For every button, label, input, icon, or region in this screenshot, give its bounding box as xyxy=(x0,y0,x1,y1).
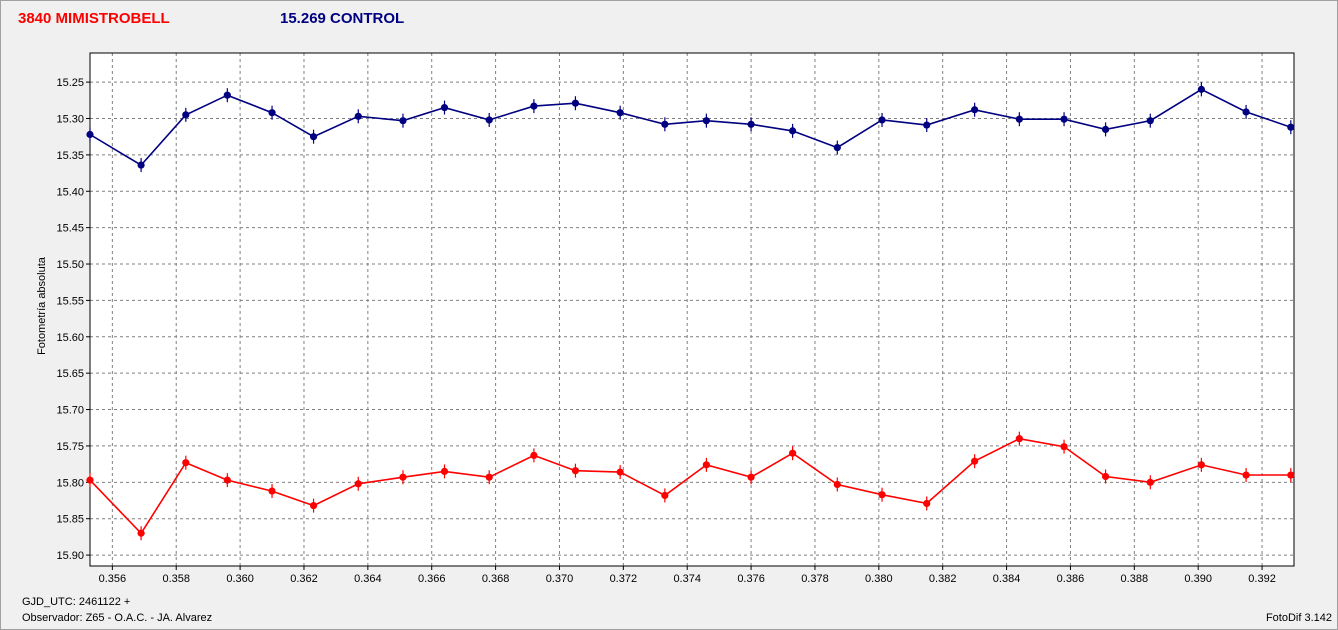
data-point xyxy=(1060,443,1068,451)
data-point xyxy=(485,116,493,124)
data-point xyxy=(440,103,449,112)
series-line-0 xyxy=(89,437,1291,535)
plot-area xyxy=(90,53,1294,566)
data-point xyxy=(309,133,318,141)
y-tick-label: 15.40 xyxy=(56,186,84,198)
data-point xyxy=(878,116,886,124)
x-tick-label: 0.390 xyxy=(1184,573,1212,585)
data-point xyxy=(137,161,145,169)
data-point xyxy=(1101,125,1110,134)
y-tick-label: 15.65 xyxy=(56,368,84,380)
x-tick-label: 0.362 xyxy=(290,573,318,585)
data-point xyxy=(1101,472,1110,481)
x-tick-label: 0.366 xyxy=(418,573,446,585)
data-point xyxy=(1197,461,1205,469)
x-tick-label: 0.358 xyxy=(162,573,190,585)
julian-date-label: GJD_UTC: 2461122 + xyxy=(22,596,131,608)
data-point xyxy=(1287,123,1295,131)
data-point xyxy=(1242,471,1250,479)
data-point xyxy=(1060,115,1068,123)
y-tick-label: 15.90 xyxy=(56,550,84,562)
y-tick-label: 15.85 xyxy=(56,514,84,526)
y-tick-label: 15.70 xyxy=(56,405,84,417)
data-point xyxy=(661,491,669,500)
data-point xyxy=(440,467,449,476)
data-point xyxy=(399,473,407,481)
y-tick-label: 15.60 xyxy=(56,332,84,344)
data-point xyxy=(747,120,755,128)
x-tick-label: 0.374 xyxy=(673,573,701,585)
x-tick-label: 0.372 xyxy=(610,573,638,585)
data-point xyxy=(702,461,710,469)
y-tick-label: 15.25 xyxy=(56,77,84,89)
x-tick-label: 0.376 xyxy=(737,573,765,585)
x-tick-label: 0.378 xyxy=(801,573,829,585)
y-tick-label: 15.35 xyxy=(56,150,84,162)
data-point xyxy=(923,499,931,508)
x-tick-label: 0.392 xyxy=(1248,573,1276,585)
x-tick-label: 0.384 xyxy=(993,573,1021,585)
data-point xyxy=(268,109,276,117)
x-tick-label: 0.382 xyxy=(929,573,957,585)
data-point xyxy=(1015,115,1023,123)
x-tick-label: 0.386 xyxy=(1057,573,1085,585)
y-tick-label: 15.45 xyxy=(56,223,84,235)
data-point xyxy=(309,502,318,510)
data-point xyxy=(1015,435,1023,443)
x-tick-label: 0.380 xyxy=(865,573,893,585)
data-point xyxy=(747,473,755,481)
y-tick-label: 15.50 xyxy=(56,259,84,271)
data-point xyxy=(530,102,538,110)
data-point xyxy=(616,468,624,476)
data-point xyxy=(1242,108,1250,116)
data-point xyxy=(833,143,841,152)
x-tick-label: 0.370 xyxy=(546,573,574,585)
observer-label: Observador: Z65 - O.A.C. - JA. Alvarez xyxy=(22,612,213,624)
data-point xyxy=(223,91,231,99)
data-point xyxy=(1197,85,1205,93)
data-point xyxy=(878,491,886,499)
data-point xyxy=(1287,471,1295,479)
y-tick-label: 15.75 xyxy=(56,441,84,453)
data-point xyxy=(616,109,624,117)
data-point xyxy=(571,99,580,107)
data-point xyxy=(182,459,190,467)
data-point xyxy=(788,127,797,135)
data-point xyxy=(399,117,407,125)
data-point xyxy=(86,476,94,484)
series-line-1 xyxy=(89,88,1292,167)
data-point xyxy=(971,457,979,465)
data-point xyxy=(354,480,362,488)
data-point xyxy=(182,111,190,119)
data-point xyxy=(1146,117,1154,125)
x-tick-label: 0.360 xyxy=(226,573,254,585)
data-point xyxy=(86,130,94,139)
data-point xyxy=(1146,478,1154,486)
software-label: FotoDif 3.142 xyxy=(1265,612,1332,624)
data-point xyxy=(137,529,145,537)
data-point xyxy=(702,117,710,125)
y-tick-label: 15.30 xyxy=(56,113,84,125)
legend-variable-star: 3840 MIMISTROBELL xyxy=(18,10,170,27)
data-point xyxy=(661,120,669,128)
data-point xyxy=(485,473,493,481)
data-point xyxy=(971,106,979,114)
y-tick-label: 15.55 xyxy=(56,295,84,307)
legend-control-star: 15.269 CONTROL xyxy=(280,10,405,27)
data-point xyxy=(223,476,231,484)
data-point xyxy=(788,449,797,457)
plot-frame xyxy=(89,52,1295,567)
x-tick-label: 0.368 xyxy=(482,573,510,585)
data-point xyxy=(530,451,538,459)
data-point xyxy=(833,480,841,489)
y-tick-label: 15.80 xyxy=(56,477,84,489)
x-tick-label: 0.388 xyxy=(1121,573,1149,585)
data-point xyxy=(354,112,362,120)
data-point xyxy=(923,121,931,129)
data-point xyxy=(571,467,580,475)
x-tick-label: 0.356 xyxy=(99,573,127,585)
x-tick-label: 0.364 xyxy=(354,573,382,585)
data-point xyxy=(268,487,276,495)
